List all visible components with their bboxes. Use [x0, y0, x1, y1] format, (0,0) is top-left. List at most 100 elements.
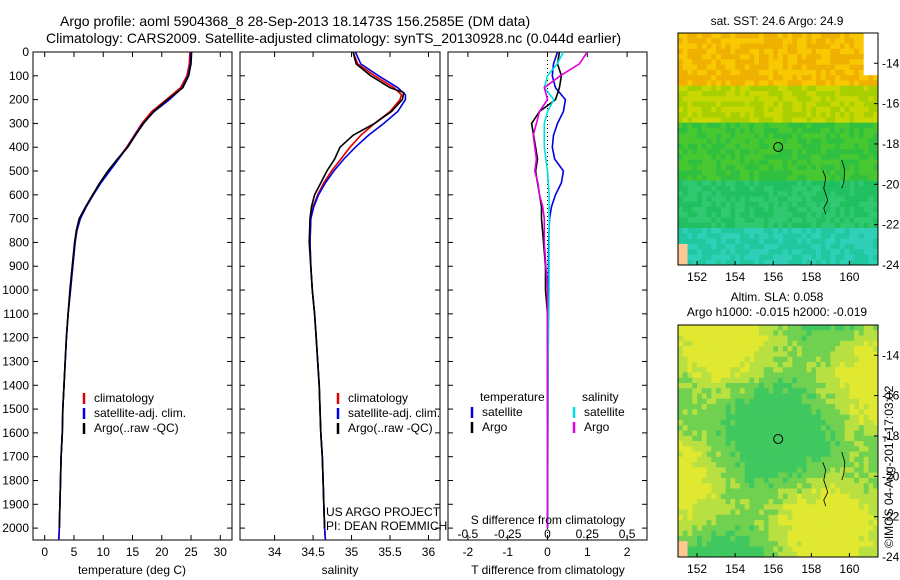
map-cell — [739, 330, 745, 336]
map-cell — [778, 541, 784, 547]
map-cell — [763, 33, 769, 39]
map-cell — [801, 441, 807, 447]
map-cell — [706, 164, 712, 171]
map-cell — [778, 191, 784, 197]
map-cell — [739, 425, 745, 431]
map-cell — [792, 435, 798, 442]
legend-entry: Argo — [482, 420, 508, 434]
map-cell — [858, 520, 865, 526]
map-cell — [811, 112, 817, 118]
map-cell — [849, 451, 855, 458]
map-cell — [768, 122, 774, 129]
map-cell — [773, 456, 779, 463]
map-cell — [758, 33, 765, 39]
map-cell — [768, 96, 774, 102]
map-cell — [839, 499, 845, 505]
map-cell — [711, 351, 717, 357]
map-cell — [839, 430, 845, 437]
map-cell — [758, 243, 765, 250]
map-cell — [735, 238, 741, 245]
map-cell — [739, 467, 745, 473]
map-cell — [744, 430, 750, 437]
map-cell — [754, 80, 760, 87]
map-cell — [801, 185, 807, 192]
map-cell — [678, 398, 684, 405]
map-cell — [744, 409, 750, 415]
map-cell — [782, 233, 788, 239]
map-cell — [763, 504, 769, 510]
map-cell — [835, 435, 841, 442]
map-cell — [820, 180, 826, 187]
map-cell — [716, 138, 722, 145]
map-cell — [844, 228, 850, 234]
map-cell — [773, 238, 779, 245]
map-cell — [820, 249, 826, 255]
map-cell — [778, 372, 784, 379]
map-cell — [787, 217, 793, 224]
map-cell — [716, 159, 722, 166]
map-cell — [811, 330, 817, 336]
map-cell — [720, 96, 726, 102]
map-cell — [725, 330, 731, 336]
map-cell — [754, 38, 760, 44]
map-cell — [825, 143, 831, 150]
map-cell — [754, 170, 760, 176]
map-cell — [682, 483, 688, 489]
map-cell — [682, 159, 688, 166]
credit-text: ©IMOS 04-Aug-2017 17:03:02 — [882, 385, 896, 548]
map-cell — [754, 164, 760, 171]
map-cell — [806, 222, 812, 229]
map-cell — [682, 388, 688, 394]
map-cell — [754, 64, 760, 71]
map-cell — [873, 180, 879, 187]
map-cell — [687, 38, 693, 44]
map-cell — [687, 346, 693, 352]
map-cell — [716, 185, 722, 192]
map-cell — [682, 404, 688, 410]
map-cell — [820, 201, 826, 208]
map-cell — [773, 43, 779, 50]
map-cell — [711, 243, 717, 250]
map-cell — [711, 425, 717, 431]
map-title: sat. SST: 24.6 Argo: 24.9 — [711, 14, 844, 28]
map-cell — [801, 530, 807, 537]
map-cell — [854, 446, 860, 452]
map-cell — [863, 419, 869, 426]
map-cell — [730, 483, 736, 489]
map-cell — [825, 499, 831, 505]
map-cell — [763, 441, 769, 447]
map-cell — [711, 367, 717, 373]
map-cell — [697, 43, 703, 50]
map-cell — [725, 361, 731, 368]
map-cell — [806, 393, 812, 400]
map-cell — [801, 164, 807, 171]
map-cell — [763, 509, 769, 516]
map-cell — [797, 143, 803, 150]
map-cell — [697, 101, 703, 108]
map-cell — [697, 446, 703, 452]
map-cell — [863, 435, 869, 442]
map-cell — [854, 499, 860, 505]
map-cell — [787, 340, 793, 347]
map-cell — [858, 446, 865, 452]
map-cell — [706, 201, 712, 208]
map-cell — [739, 404, 745, 410]
map-cell — [811, 138, 817, 145]
map-cell — [839, 185, 845, 192]
map-cell — [682, 117, 688, 123]
map-cell — [758, 228, 765, 234]
map-cell — [720, 117, 726, 123]
map-cell — [825, 201, 831, 208]
map-cell — [873, 335, 879, 342]
map-cell — [868, 377, 874, 384]
map-cell — [835, 351, 841, 357]
map-cell — [720, 170, 726, 176]
map-cell — [773, 351, 779, 357]
map-cell — [739, 409, 745, 415]
map-cell — [730, 451, 736, 458]
map-cell — [768, 101, 774, 108]
map-cell — [849, 106, 855, 113]
map-cell — [749, 377, 755, 384]
map-cell — [816, 398, 822, 405]
map-cell — [768, 127, 774, 134]
